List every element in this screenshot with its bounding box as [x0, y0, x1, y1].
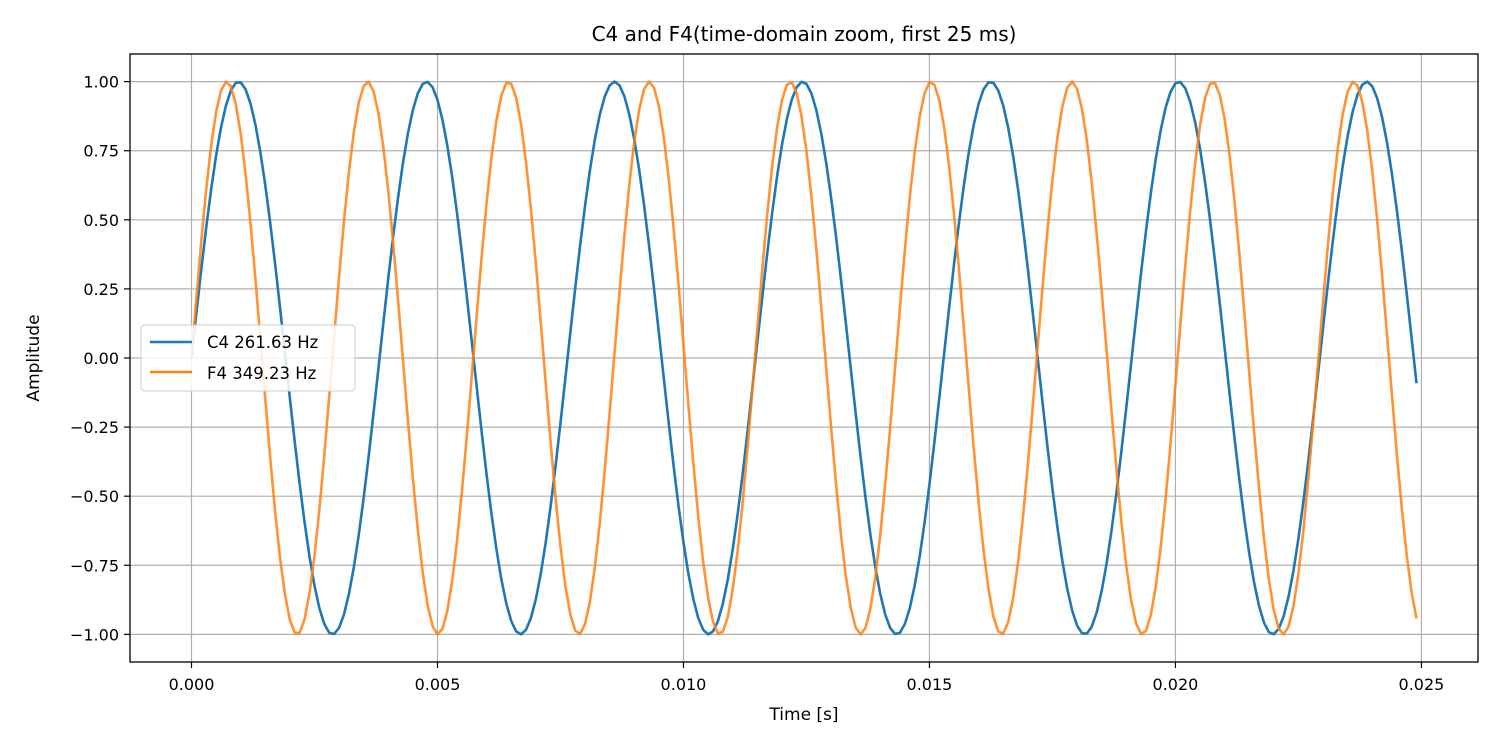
x-tick-label: 0.025 — [1399, 675, 1445, 694]
y-tick-label: 0.75 — [83, 142, 119, 161]
x-tick-label: 0.015 — [907, 675, 953, 694]
legend-box — [140, 324, 356, 392]
y-tick-label: 0.00 — [83, 349, 119, 368]
x-tick-label: 0.005 — [415, 675, 461, 694]
chart-title: C4 and F4(time-domain zoom, first 25 ms) — [592, 22, 1017, 46]
y-tick-label: 0.50 — [83, 211, 119, 230]
x-tick-label: 0.000 — [169, 675, 215, 694]
y-axis-label: Amplitude — [24, 314, 44, 401]
legend-label-f4: F4 349.23 Hz — [207, 364, 316, 383]
series-line-c4 — [190, 80, 1418, 636]
series-line-f4 — [190, 80, 1418, 636]
y-tick-label: −0.50 — [70, 487, 119, 506]
x-axis-label: Time [s] — [768, 705, 838, 725]
y-tick-label: −0.25 — [70, 418, 119, 437]
ticks: 0.000 0.005 0.010 0.015 0.020 0.025 1.00 0.75 0.… — [70, 73, 1444, 694]
x-tick-label: 0.010 — [661, 675, 707, 694]
y-tick-label: 0.25 — [83, 280, 119, 299]
legend: C4 261.63 Hz F4 349.23 Hz — [140, 324, 356, 392]
y-tick-label: −1.00 — [70, 625, 119, 644]
y-tick-label: 1.00 — [83, 73, 119, 92]
y-tick-label: −0.75 — [70, 556, 119, 575]
x-tick-label: 0.020 — [1153, 675, 1199, 694]
legend-label-c4: C4 261.63 Hz — [207, 333, 318, 352]
series-group — [190, 80, 1418, 636]
